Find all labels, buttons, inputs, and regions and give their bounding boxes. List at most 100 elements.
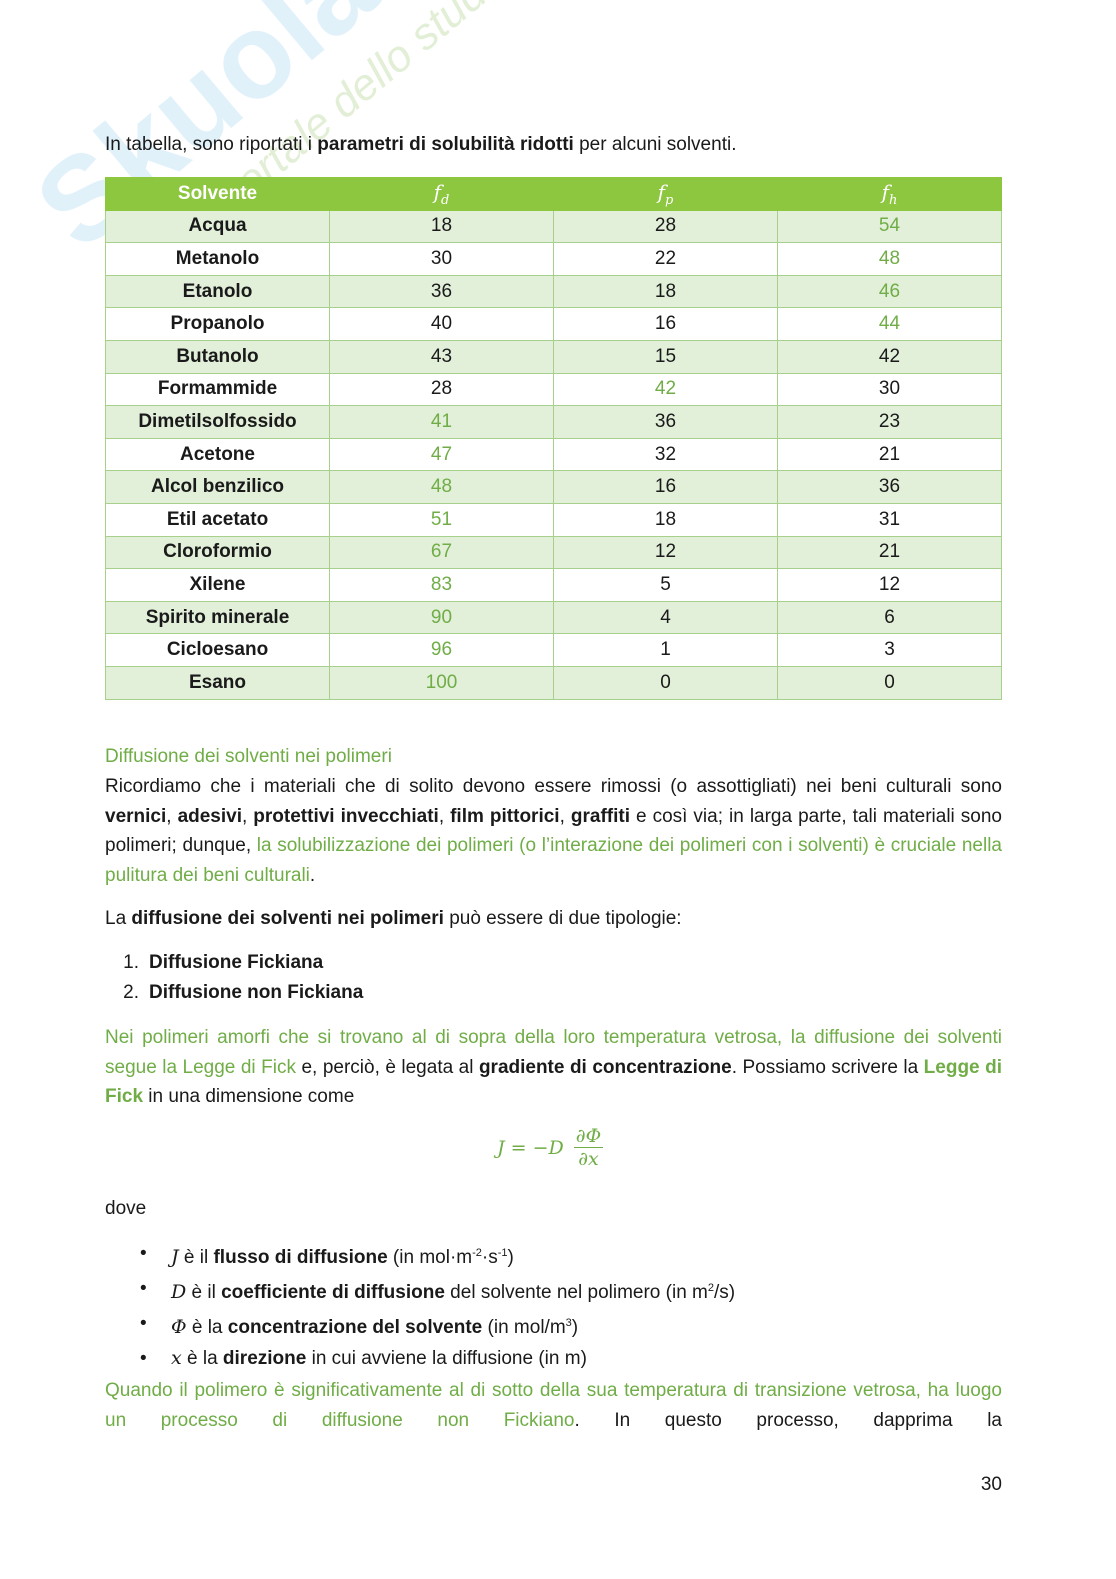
table-row: Dimetilsolfossido 41 36 23 (105, 405, 1002, 439)
table-cell: 44 (777, 307, 1002, 341)
header-cell: Solvente (105, 177, 330, 211)
text-run: la solubilizzazione dei polimeri (o l’in… (105, 835, 1002, 886)
text-run: -2 (472, 1247, 482, 1259)
solvent-name: Etanolo (105, 274, 330, 309)
text-run: D (171, 1281, 187, 1303)
table-cell: 18 (329, 209, 554, 244)
text-run: Nei polimeri amorfi che si trovano al di… (105, 1027, 1002, 1078)
solvent-name: Propanolo (105, 307, 330, 341)
table-cell: 48 (329, 470, 554, 504)
table-cell: 28 (553, 209, 778, 244)
text-run: . Possiamo scrivere la (731, 1056, 924, 1078)
paragraph: Ricordiamo che i materiali che di solito… (105, 772, 1002, 890)
parameter-symbol: fp (657, 179, 674, 208)
table-cell: 30 (777, 372, 1002, 407)
text-run: protettivi invecchiati (253, 805, 439, 827)
parameter-symbol: fd (433, 179, 450, 208)
solvent-name: Formammide (105, 372, 330, 407)
solvent-name: Spirito minerale (105, 600, 330, 635)
table-cell: 16 (553, 470, 778, 504)
solvent-name: Cicloesano (105, 633, 330, 667)
text-run: concentrazione del solvente (227, 1317, 483, 1338)
table-cell: 51 (329, 502, 554, 537)
paragraph: La diffusione dei solventi nei polimeri … (105, 904, 1002, 934)
list-item: 1. Diffusione Fickiana (105, 948, 363, 978)
list-item: 2. Diffusione non Fickiana (105, 978, 363, 1008)
text-run: film pittorici (450, 805, 560, 827)
table-cell: 36 (777, 470, 1002, 504)
solubility-table: Solvente fd fp fh Acqua 18 28 54 Metanolo 30 22 48 E… (105, 177, 1002, 700)
text-run: Φ (171, 1316, 187, 1338)
table-cell: 83 (329, 568, 554, 602)
table-row: Etanolo 36 18 46 (105, 274, 1002, 309)
text-run: Ricordiamo che i materiali che di solito… (105, 776, 1002, 797)
text-run: parametri di solubilità ridotti (317, 134, 574, 155)
table-cell: 41 (329, 405, 554, 439)
table-cell: 42 (553, 372, 778, 407)
solvent-name: Xilene (105, 568, 330, 602)
table-cell: 36 (329, 274, 554, 309)
list-text: Diffusione Fickiana (149, 952, 324, 973)
text-run: 3 (565, 1317, 572, 1329)
table-cell: 5 (553, 568, 778, 602)
text-run: gradiente di concentrazione (478, 1056, 732, 1078)
table-cell: 36 (553, 405, 778, 439)
table-row: Acqua 18 28 54 (105, 209, 1002, 244)
table-cell: 6 (777, 600, 1002, 635)
parameter-symbol: fh (881, 179, 898, 208)
text-run: vernici (105, 805, 167, 827)
table-cell: 1 (553, 633, 778, 667)
bullet-item: D è il coefficiente di diffusione del so… (105, 1273, 735, 1308)
solvent-name: Dimetilsolfossido (105, 405, 330, 439)
table-cell: 18 (553, 502, 778, 537)
table-cell: 67 (329, 535, 554, 570)
text-run: è il (186, 1282, 222, 1303)
table-row: Cloroformio 67 12 21 (105, 535, 1002, 570)
list-marker: 1. (123, 952, 139, 973)
text-run: e, perciò, è legata al (295, 1056, 479, 1078)
header-cell: fd (329, 177, 554, 211)
section-heading: Diffusione dei solventi nei polimeri (105, 746, 392, 767)
list-text: Diffusione non Fickiana (149, 982, 364, 1003)
table-cell: 31 (777, 502, 1002, 537)
solvent-name: Cloroformio (105, 535, 330, 570)
solvent-name: Butanolo (105, 339, 330, 374)
table-cell: 12 (777, 568, 1002, 602)
parameter-subscript: h (889, 192, 898, 208)
table-cell: 47 (329, 437, 554, 472)
table-row: Butanolo 43 15 42 (105, 339, 1002, 374)
table-cell: 54 (777, 209, 1002, 244)
table-row: Spirito minerale 90 4 6 (105, 600, 1002, 635)
text-run: . (309, 864, 316, 886)
table-row: Alcol benzilico 48 16 36 (105, 470, 1002, 504)
bullet-item: J è il flusso di diffusione (in mol·m-2·… (105, 1238, 735, 1273)
text-run: e così via; in larga parte, tali materia… (105, 805, 1002, 857)
text-run: ) (507, 1247, 514, 1268)
table-cell: 21 (777, 535, 1002, 570)
table-cell: 100 (329, 665, 554, 700)
paragraph: dove (105, 1198, 147, 1219)
table-row: Esano 100 0 0 (105, 665, 1002, 700)
text-run: ) (571, 1317, 579, 1338)
text-run: Legge di Fick (105, 1056, 1003, 1108)
text-run: è la (186, 1317, 228, 1338)
parameter-subscript: p (665, 192, 674, 208)
solvent-name: Alcol benzilico (105, 470, 330, 504)
bullet-item: Φ è la concentrazione del solvente (in m… (105, 1308, 735, 1343)
table-row: Formammide 28 42 30 (105, 372, 1002, 407)
table-cell: 43 (329, 339, 554, 374)
fraction: ∂Φ ∂x (573, 1125, 604, 1170)
denominator: ∂x (578, 1148, 599, 1170)
text-run: , (438, 805, 451, 827)
text-run: 2 (707, 1282, 714, 1294)
solvent-name: Acqua (105, 209, 330, 244)
table-cell: 30 (329, 242, 554, 276)
text-run: Quando il polimero è significativamente … (105, 1380, 1002, 1431)
table-cell: 28 (329, 372, 554, 407)
text-run: x (171, 1347, 182, 1369)
solvent-name: Esano (105, 665, 330, 700)
header-cell: fp (553, 177, 778, 211)
paragraph: Quando il polimero è significativamente … (105, 1376, 1002, 1435)
text-run: diffusione dei solventi nei polimeri (131, 908, 444, 929)
text-run: adesivi (177, 805, 242, 827)
